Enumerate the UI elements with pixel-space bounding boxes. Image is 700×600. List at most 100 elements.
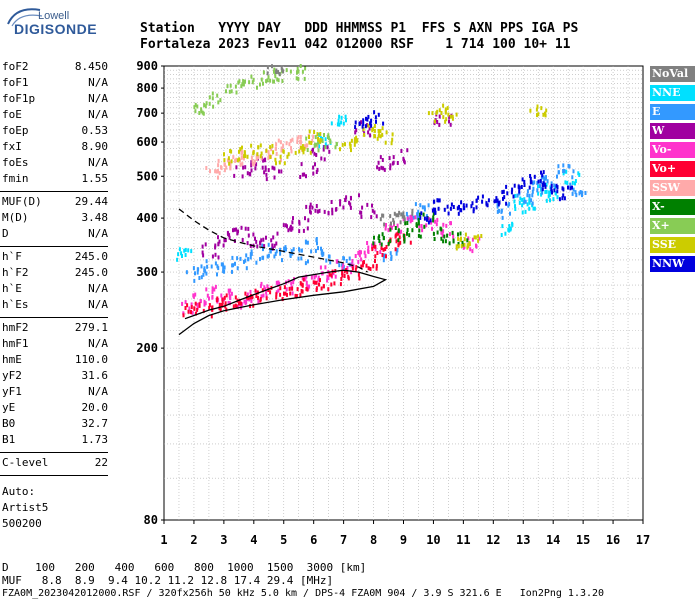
data-point bbox=[569, 182, 587, 198]
auto-software: Artist5 bbox=[2, 501, 49, 514]
x-tick-label: 9 bbox=[400, 533, 407, 547]
param-value: 1.73 bbox=[81, 433, 109, 446]
legend-item-sse: SSE bbox=[650, 237, 695, 253]
param-name: foF1p bbox=[2, 92, 36, 105]
data-point bbox=[330, 114, 347, 127]
data-point bbox=[389, 226, 408, 244]
data-point bbox=[310, 145, 331, 162]
data-point bbox=[260, 235, 278, 251]
param-value: N/A bbox=[88, 92, 108, 105]
param-row-yf1: yF1 N/A bbox=[2, 385, 108, 401]
param-row-hmf2: hmF2 279.1 bbox=[2, 321, 108, 337]
param-value: N/A bbox=[88, 156, 108, 169]
data-point bbox=[379, 211, 398, 227]
x-tick-label: 14 bbox=[546, 533, 560, 547]
param-row-he: h`E N/A bbox=[2, 282, 108, 298]
data-point bbox=[376, 155, 392, 172]
param-name: C-level bbox=[2, 456, 49, 469]
x-tick-label: 4 bbox=[250, 533, 257, 547]
data-point bbox=[266, 64, 285, 77]
logo-brand-lowell: Lowell bbox=[38, 10, 70, 22]
data-point bbox=[440, 221, 455, 239]
param-value: 1.55 bbox=[81, 172, 109, 185]
legend-item-noval: NoVal bbox=[650, 66, 695, 82]
param-name: foF1 bbox=[2, 76, 29, 89]
data-point bbox=[289, 64, 307, 81]
param-row-hf: h`F 245.0 bbox=[2, 250, 108, 266]
param-value: N/A bbox=[88, 76, 108, 89]
param-row-hme: hmE 110.0 bbox=[2, 353, 108, 369]
data-point bbox=[233, 163, 253, 179]
x-tick-label: 10 bbox=[426, 533, 440, 547]
data-point bbox=[259, 281, 280, 299]
data-point bbox=[516, 189, 534, 206]
y-tick-label: 800 bbox=[136, 81, 158, 95]
data-point bbox=[496, 202, 511, 220]
data-point bbox=[557, 163, 575, 180]
param-value: N/A bbox=[88, 298, 108, 311]
data-point bbox=[231, 253, 248, 271]
x-tick-label: 17 bbox=[636, 533, 650, 547]
param-value: 32.7 bbox=[81, 417, 109, 430]
data-point bbox=[342, 193, 360, 210]
param-value: 8.450 bbox=[74, 60, 108, 73]
x-tick-label: 2 bbox=[190, 533, 197, 547]
x-tick-label: 6 bbox=[310, 533, 317, 547]
param-value: 22 bbox=[94, 456, 108, 469]
data-point bbox=[217, 230, 231, 248]
param-name: hmE bbox=[2, 353, 22, 366]
param-value: 110.0 bbox=[74, 353, 108, 366]
param-value: 245.0 bbox=[74, 250, 108, 263]
param-row-fof1p: foF1p N/A bbox=[2, 92, 108, 108]
panel-separator bbox=[0, 191, 108, 192]
param-value: 279.1 bbox=[74, 321, 108, 334]
panel-separator bbox=[0, 246, 108, 247]
param-row-yf2: yF2 31.6 bbox=[2, 369, 108, 385]
data-point bbox=[397, 208, 414, 225]
param-value: 31.6 bbox=[81, 369, 109, 382]
y-tick-label: 900 bbox=[136, 59, 158, 73]
param-name: B1 bbox=[2, 433, 16, 446]
param-name: h`Es bbox=[2, 298, 29, 311]
x-tick-label: 12 bbox=[486, 533, 500, 547]
data-point bbox=[176, 247, 193, 262]
param-name: D bbox=[2, 227, 9, 240]
data-point bbox=[377, 129, 394, 146]
param-name: yF2 bbox=[2, 369, 22, 382]
legend-item-nne: NNE bbox=[650, 85, 695, 101]
data-point bbox=[367, 123, 384, 141]
panel-separator bbox=[0, 317, 108, 318]
param-name: B0 bbox=[2, 417, 16, 430]
param-row-ye: yE 20.0 bbox=[2, 401, 108, 417]
data-point bbox=[361, 259, 378, 271]
param-row-fxi: fxI 8.90 bbox=[2, 140, 108, 156]
data-point bbox=[256, 143, 274, 159]
param-row-foep: foEp 0.53 bbox=[2, 124, 108, 140]
data-point bbox=[339, 138, 356, 153]
param-name: hmF1 bbox=[2, 337, 29, 350]
param-name: h`E bbox=[2, 282, 22, 295]
data-point bbox=[353, 127, 366, 144]
data-point bbox=[354, 117, 373, 130]
y-tick-label: 700 bbox=[136, 106, 158, 120]
data-point bbox=[440, 103, 458, 121]
x-tick-label: 16 bbox=[606, 533, 620, 547]
param-value: 3.48 bbox=[81, 211, 109, 224]
panel-separator bbox=[0, 475, 108, 476]
param-row-clevel: C-level 22 bbox=[2, 456, 108, 472]
data-point bbox=[315, 273, 333, 292]
y-tick-label: 600 bbox=[136, 135, 158, 149]
data-point bbox=[463, 232, 483, 248]
param-name: yF1 bbox=[2, 385, 22, 398]
y-tick-label: 500 bbox=[136, 169, 158, 183]
x-tick-label: 7 bbox=[340, 533, 347, 547]
param-value: N/A bbox=[88, 108, 108, 121]
param-value: 0.53 bbox=[81, 124, 109, 137]
param-name: M(D) bbox=[2, 211, 29, 224]
param-row-b0: B0 32.7 bbox=[2, 417, 108, 433]
auto-version: 500200 bbox=[2, 517, 42, 530]
legend-item-x: X- bbox=[650, 199, 695, 215]
trace-dashed-curve bbox=[178, 208, 368, 273]
plot-frame bbox=[163, 65, 644, 521]
x-tick-label: 5 bbox=[280, 533, 287, 547]
